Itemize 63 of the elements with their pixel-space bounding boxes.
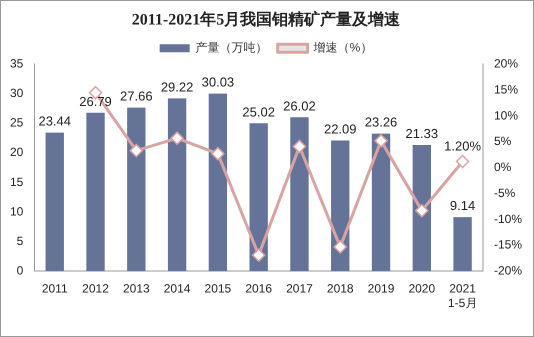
data-label: 23.44 bbox=[38, 114, 72, 129]
y2-tick-label: 20% bbox=[494, 56, 518, 71]
y-tick-label: 35 bbox=[10, 56, 24, 71]
x-tick-label: 2021 1-5月 bbox=[448, 282, 478, 310]
legend-label: 增速（%） bbox=[312, 40, 372, 55]
x-tick-label: 2017 bbox=[286, 282, 314, 296]
y2-tick-label: -20% bbox=[494, 264, 522, 278]
data-label: 23.26 bbox=[364, 114, 398, 130]
y-tick-label: 15 bbox=[10, 174, 24, 189]
bar bbox=[290, 117, 309, 272]
bar bbox=[453, 217, 472, 272]
y2-tick-label: -5% bbox=[494, 186, 516, 200]
bar bbox=[46, 132, 64, 272]
data-label: 29.22 bbox=[160, 79, 194, 94]
y2-tick-label: 15% bbox=[494, 82, 518, 96]
x-tick-label: 2015 bbox=[204, 282, 232, 296]
bar bbox=[372, 134, 390, 272]
x-tick-label: 2016 bbox=[245, 282, 272, 296]
point bbox=[333, 240, 347, 254]
point bbox=[130, 144, 144, 158]
data-label: 22.09 bbox=[324, 122, 357, 137]
data-label: 27.66 bbox=[120, 88, 153, 104]
x-tick-label: 2018 bbox=[326, 282, 354, 296]
legend-label: 产量（万吨） bbox=[196, 40, 268, 55]
y-tick-label: 10 bbox=[10, 204, 24, 218]
x-tick-label: 2014 bbox=[164, 282, 191, 296]
y2-tick-label: -10% bbox=[494, 212, 522, 226]
y-tick-label: 25 bbox=[10, 116, 24, 130]
bar bbox=[127, 108, 146, 272]
point bbox=[456, 154, 470, 168]
data-label: 26.02 bbox=[283, 98, 316, 114]
data-label: 30.03 bbox=[202, 74, 234, 90]
bar bbox=[168, 98, 186, 272]
y2-tick-label: 10% bbox=[494, 108, 518, 122]
data-label: 26.79 bbox=[79, 94, 112, 109]
y-tick-label: 20 bbox=[10, 145, 24, 160]
x-tick-label: 2013 bbox=[122, 282, 150, 296]
point bbox=[211, 146, 225, 160]
point bbox=[252, 248, 266, 262]
point bbox=[170, 131, 184, 145]
y-tick-label: 5 bbox=[16, 234, 24, 248]
bar bbox=[249, 123, 268, 272]
data-label: 9.14 bbox=[450, 198, 476, 214]
y2-tick-label: 0% bbox=[494, 160, 512, 174]
point bbox=[292, 140, 306, 154]
bar bbox=[331, 140, 350, 272]
data-label: 25.02 bbox=[242, 104, 275, 120]
y2-tick-label: 5% bbox=[494, 134, 512, 148]
x-tick-label: 2020 bbox=[408, 282, 436, 296]
point bbox=[415, 204, 429, 218]
y2-tick-label: -15% bbox=[494, 238, 522, 252]
x-tick-label: 2012 bbox=[82, 282, 110, 296]
y-tick-label: 0 bbox=[16, 264, 24, 278]
y-tick-label: 30 bbox=[10, 86, 24, 100]
data-label: 1.20% bbox=[444, 138, 482, 154]
bar bbox=[412, 145, 431, 272]
chart-title: 2011-2021年5月我国钼精矿产量及增速 bbox=[132, 10, 402, 29]
x-tick-label: 2019 bbox=[368, 282, 395, 296]
data-label: 21.33 bbox=[406, 126, 438, 142]
bar bbox=[86, 112, 105, 272]
point bbox=[374, 134, 388, 148]
x-tick-label: 2011 bbox=[42, 282, 68, 296]
bar bbox=[208, 94, 228, 272]
